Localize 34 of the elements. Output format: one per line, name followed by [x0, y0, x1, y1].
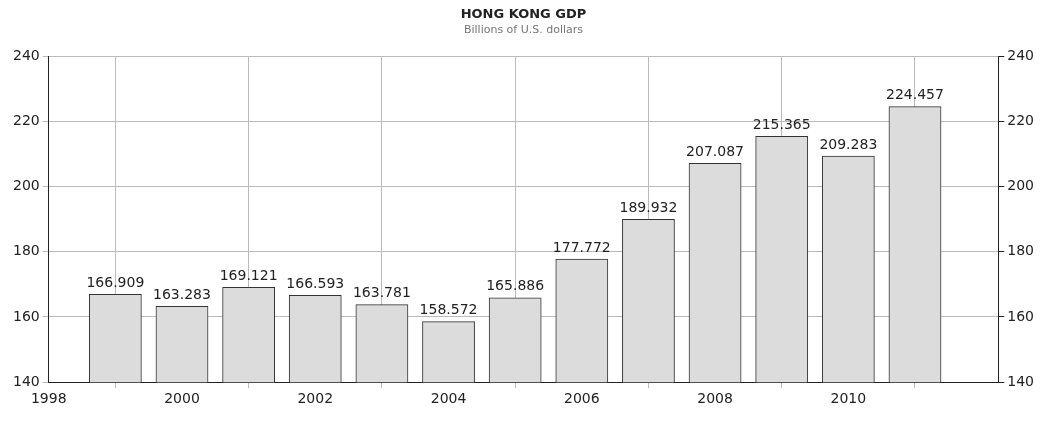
y-tick-label: 220 [12, 111, 40, 128]
y2-tick-label: 240 [1007, 46, 1035, 63]
y-tick-label: 200 [12, 177, 40, 194]
data-label: 189.932 [619, 198, 678, 215]
y2-tick-label: 200 [1007, 177, 1035, 194]
y-tick-label: 240 [12, 46, 40, 63]
y-tick-label: 180 [12, 242, 40, 259]
data-label: 165.886 [486, 277, 545, 294]
chart-title: HONG KONG GDP [459, 6, 588, 21]
data-label: 163.781 [352, 284, 411, 301]
data-label: 215.365 [752, 116, 811, 132]
data-label: 163.283 [153, 285, 211, 302]
data-label: 224.457 [886, 86, 944, 103]
y2-tick-label: 160 [1007, 307, 1035, 324]
data-label: 177.772 [552, 238, 611, 255]
x-tick-label: 2006 [563, 390, 600, 407]
x-tick-label: 2000 [164, 390, 200, 407]
chart-subtitle: Billions of U.S. dollars [462, 23, 585, 36]
data-label: 209.283 [819, 135, 878, 152]
y2-tick-label: 220 [1007, 111, 1035, 128]
data-label: 207.087 [686, 143, 745, 159]
data-label: 158.572 [419, 301, 478, 318]
x-tick-label: 2002 [297, 390, 334, 407]
x-tick-label: 2008 [697, 390, 733, 407]
x-tick-label: 2010 [830, 390, 867, 407]
x-tick-label: 2004 [430, 390, 467, 407]
data-label: 166.909 [86, 274, 145, 291]
x-tick-label: 1998 [30, 390, 67, 407]
data-label: 166.593 [286, 275, 345, 292]
y-tick-label: 140 [12, 372, 40, 389]
y-tick-label: 160 [12, 307, 40, 324]
data-label: 169.121 [219, 266, 278, 283]
y2-tick-label: 140 [1007, 372, 1035, 389]
y2-tick-label: 180 [1007, 242, 1035, 259]
